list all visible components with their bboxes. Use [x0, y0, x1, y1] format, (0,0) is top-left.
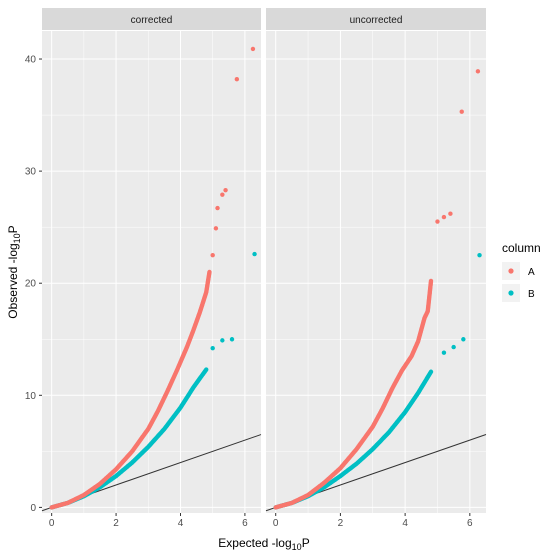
- panel-background-uncorrected: [266, 31, 486, 513]
- legend-label-a: A: [528, 267, 535, 278]
- data-point-b: [477, 252, 482, 258]
- x-axis-title-main: Expected -log: [218, 536, 291, 550]
- data-point-b: [451, 344, 456, 350]
- x-tick-label: 0: [273, 518, 279, 529]
- data-point-b: [428, 369, 434, 374]
- x-tick-label: 4: [178, 518, 184, 529]
- data-point-a: [441, 214, 447, 220]
- x-axis-title-subscript: 10: [292, 542, 302, 552]
- data-point-a: [459, 109, 464, 114]
- y-tick-label: 0: [30, 503, 36, 514]
- x-tick-label: 2: [338, 518, 344, 529]
- y-axis-ticks: 0 10 20 30 40: [25, 55, 42, 514]
- facet-panel-uncorrected: uncorrected: [265, 8, 487, 513]
- y-axis-title-main: Observed -log: [6, 243, 20, 318]
- legend-items: AB: [502, 262, 535, 302]
- data-point-a: [428, 278, 434, 284]
- data-point-a: [213, 226, 219, 231]
- data-point-a: [223, 187, 228, 193]
- x-tick-label: 0: [49, 518, 55, 529]
- y-tick-label: 40: [25, 55, 37, 66]
- facet-label-uncorrected: uncorrected: [350, 15, 403, 26]
- data-point-b: [441, 350, 447, 355]
- data-point-a: [215, 205, 220, 211]
- data-point-b: [204, 367, 209, 372]
- y-tick-label: 30: [25, 167, 37, 178]
- data-point-b: [229, 337, 235, 342]
- panel-background-corrected: [42, 31, 261, 513]
- legend-key-b: [508, 290, 514, 296]
- data-point-b: [220, 338, 225, 343]
- facet-strip-corrected: [42, 8, 261, 30]
- data-point-a: [435, 219, 440, 224]
- x-tick-label: 4: [402, 518, 408, 529]
- data-point-b: [461, 337, 466, 342]
- data-point-a: [475, 69, 481, 74]
- legend: column AB: [502, 241, 541, 302]
- y-tick-label: 20: [25, 279, 37, 290]
- legend-label-b: B: [528, 289, 535, 300]
- data-point-a: [207, 269, 212, 275]
- data-point-a: [234, 77, 240, 82]
- facet-label-corrected: corrected: [131, 15, 173, 26]
- x-tick-label: 6: [467, 518, 473, 529]
- data-point-a: [220, 192, 225, 197]
- data-point-a: [210, 252, 215, 258]
- points-uncorrected: [273, 69, 482, 510]
- grid-uncorrected: [266, 31, 486, 513]
- y-axis-title-subscript: 10: [12, 233, 22, 243]
- x-axis-title-suffix: P: [302, 536, 310, 550]
- y-axis-title: Observed -log10P: [6, 225, 22, 318]
- data-point-b: [252, 251, 257, 257]
- data-point-a: [250, 46, 256, 52]
- facet-panel-corrected: corrected: [41, 8, 262, 513]
- y-axis-title-suffix: P: [6, 225, 20, 233]
- y-tick-label: 10: [25, 391, 37, 402]
- data-point-b: [210, 346, 215, 351]
- points-corrected: [49, 46, 257, 510]
- legend-key-a: [508, 268, 514, 274]
- facet-strip-uncorrected: [266, 8, 486, 30]
- data-point-a: [448, 211, 453, 216]
- grid-corrected: [42, 31, 261, 513]
- x-axis-title: Expected -log10P: [218, 536, 309, 552]
- x-tick-label: 6: [242, 518, 248, 529]
- legend-title: column: [502, 241, 541, 255]
- x-tick-label: 2: [113, 518, 119, 529]
- x-axis-ticks: 0 2 4 6 0 2 4 6: [49, 513, 473, 529]
